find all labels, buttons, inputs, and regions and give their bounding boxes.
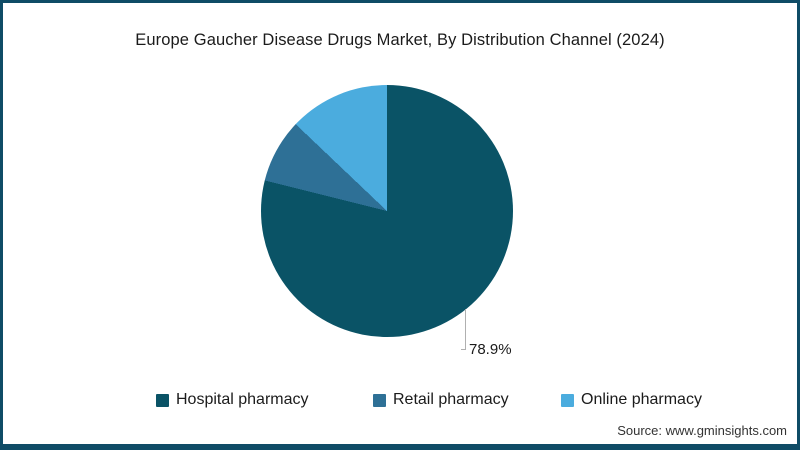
hospital-slice-data-label: 78.9% bbox=[469, 341, 512, 358]
data-label-leader-line bbox=[465, 309, 466, 350]
source-attribution: Source: www.gminsights.com bbox=[617, 423, 787, 438]
chart-title: Europe Gaucher Disease Drugs Market, By … bbox=[135, 31, 665, 49]
pie-chart bbox=[261, 85, 513, 337]
pie-chart-area: 78.9% bbox=[3, 3, 797, 447]
data-label-leader-foot bbox=[461, 349, 466, 350]
bottom-accent-bar bbox=[3, 444, 797, 447]
